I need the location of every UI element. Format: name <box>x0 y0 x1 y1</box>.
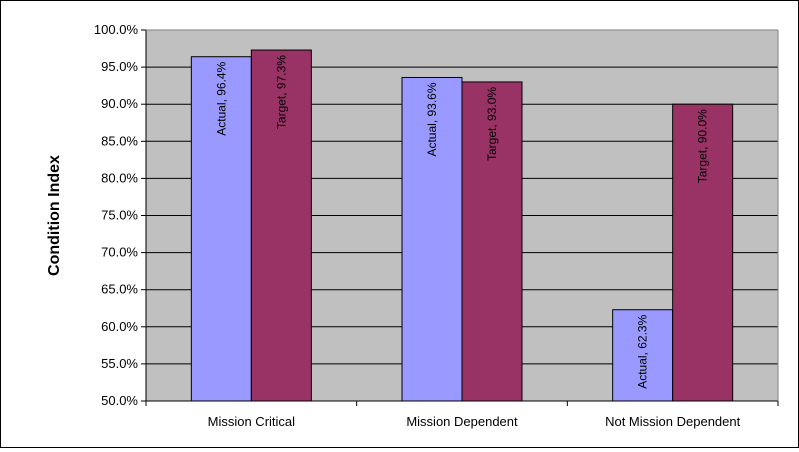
x-category-label: Not Mission Dependent <box>605 414 741 429</box>
y-tick-label: 85.0% <box>101 133 138 148</box>
bars <box>190 49 734 402</box>
bar <box>250 49 312 402</box>
data-label: Actual, 96.4% <box>214 61 228 135</box>
y-tick-label: 55.0% <box>101 356 138 371</box>
y-tick-label: 75.0% <box>101 208 138 223</box>
x-category-label: Mission Critical <box>208 414 296 429</box>
y-tick-label: 80.0% <box>101 170 138 185</box>
bar <box>612 309 674 402</box>
y-tick-label: 65.0% <box>101 282 138 297</box>
data-label: Target, 90.0% <box>696 109 710 183</box>
y-tick-label: 60.0% <box>101 319 138 334</box>
bar <box>672 103 734 402</box>
y-tick-label: 70.0% <box>101 245 138 260</box>
x-category-labels: Mission Critical Mission Dependent Not Mis… <box>208 414 741 429</box>
y-tick-label: 95.0% <box>101 59 138 74</box>
axes <box>141 29 779 406</box>
data-label: Target, 97.3% <box>274 55 288 129</box>
data-label: Actual, 93.6% <box>425 82 439 156</box>
y-axis-title: Condition Index <box>46 155 63 276</box>
y-tick-label: 50.0% <box>101 393 138 408</box>
data-label: Target, 93.0% <box>485 87 499 161</box>
y-tick-label: 90.0% <box>101 96 138 111</box>
x-category-label: Mission Dependent <box>406 414 518 429</box>
bar <box>461 81 523 402</box>
y-tick-labels: 50.0% 55.0% 60.0% 65.0% 70.0% 75.0% 80.0% 85.0%… <box>94 22 139 408</box>
data-labels: Actual, 96.4% Target, 97.3% Actual, 93.6% T… <box>214 55 709 389</box>
bar <box>401 76 463 402</box>
data-label: Actual, 62.3% <box>636 314 650 388</box>
y-tick-label: 100.0% <box>94 22 139 37</box>
